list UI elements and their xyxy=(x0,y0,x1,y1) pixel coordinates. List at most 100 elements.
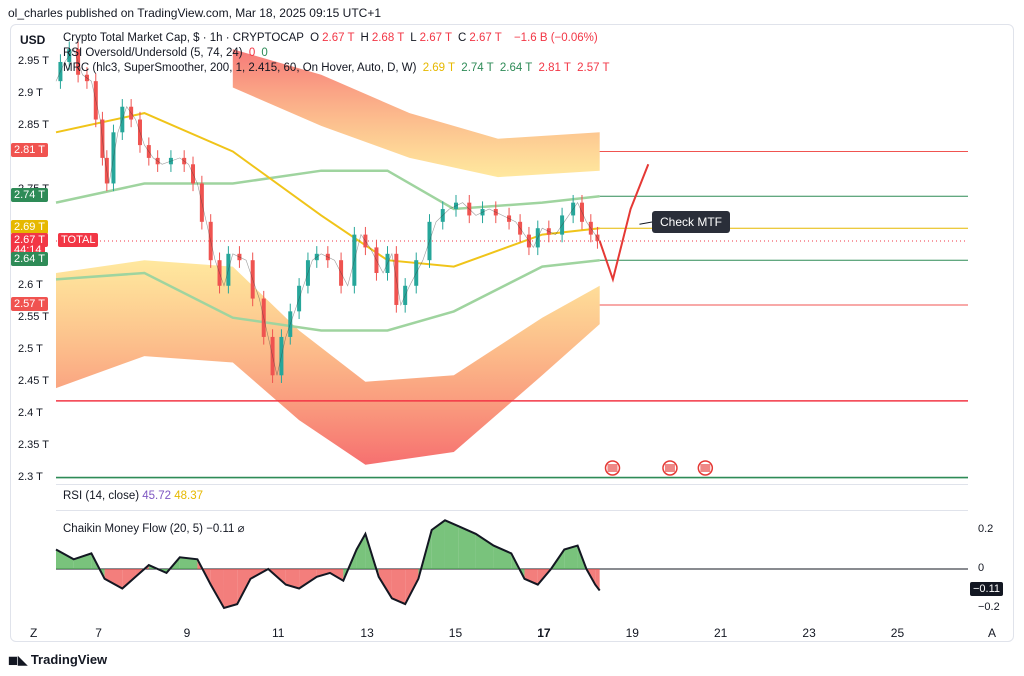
axis-zoom-button[interactable]: Z xyxy=(30,626,38,640)
flag-icon-2 xyxy=(700,464,711,472)
cmf-area xyxy=(56,549,74,569)
price-tick: 2.6 T xyxy=(18,278,43,291)
cmf-tick: −0.2 xyxy=(978,601,1000,613)
cmf-area xyxy=(405,569,419,605)
check-mtf-annotation[interactable]: Check MTF xyxy=(652,211,731,233)
price-badge-6: 2.57 T xyxy=(11,296,48,311)
cmf-line xyxy=(55,519,601,610)
cmf-area xyxy=(179,557,198,569)
cmf-area xyxy=(378,569,392,599)
mrc-inner-upper-line xyxy=(55,169,600,211)
change-value: −1.6 B (−0.06%) xyxy=(513,32,598,44)
mrc-value-mean: 2.69 T xyxy=(422,62,456,74)
ohlc-C: C 2.67 T xyxy=(458,32,502,44)
time-tick: 7 xyxy=(95,626,102,640)
price-tick: 2.3 T xyxy=(18,470,43,483)
ohlc-O: O 2.67 T xyxy=(310,32,355,44)
price-tick: 2.95 T xyxy=(18,54,49,67)
cmf-area xyxy=(237,569,251,605)
price-badge-1: 2.74 T xyxy=(11,188,48,203)
pane-divider-2[interactable] xyxy=(56,510,968,511)
mrc-upper-band xyxy=(232,49,600,178)
symbol-legend: Crypto Total Market Cap, $ · 1h · CRYPTO… xyxy=(63,32,601,44)
cmf-legend: Chaikin Money Flow (20, 5) −0.11 ⌀ xyxy=(63,521,245,535)
cmf-area xyxy=(223,569,238,608)
projection-path xyxy=(598,163,650,283)
cmf-tick: 0.2 xyxy=(978,523,994,535)
footer-brand: TradingView xyxy=(30,652,108,667)
pane-divider[interactable] xyxy=(56,484,968,485)
flag-icon-0 xyxy=(607,464,618,472)
cmf-area xyxy=(431,520,445,569)
mrc-value-r1: 2.74 T xyxy=(461,62,494,74)
mrc-lower-band xyxy=(56,260,600,465)
cmf-area xyxy=(122,569,136,589)
currency-label[interactable]: USD xyxy=(20,33,46,47)
time-tick: 9 xyxy=(183,626,191,640)
tradingview-logo[interactable]: ◼︎◣ TradingView xyxy=(8,652,107,667)
rsi-label: RSI (14, close) xyxy=(63,490,140,502)
rsi-os-value-2: 0 xyxy=(261,47,268,59)
cmf-tick: 0 xyxy=(978,562,985,574)
cmf-settings-icon[interactable]: ⌀ xyxy=(237,523,245,535)
price-tick: 2.45 T xyxy=(18,374,49,387)
price-tick: 2.55 T xyxy=(18,310,49,323)
mrc-value-s1: 2.64 T xyxy=(499,62,533,74)
time-tick: 13 xyxy=(360,626,374,640)
cmf-label: Chaikin Money Flow (20, 5) xyxy=(63,523,203,535)
mrc-legend: MRC (hlc3, SuperSmoother, 200, 1, 2.415,… xyxy=(63,62,613,74)
rsi-value-2: 48.37 xyxy=(174,490,204,502)
published-line: ol_charles published on TradingView.com,… xyxy=(8,6,382,20)
time-tick: 25 xyxy=(890,626,905,640)
price-tick: 2.35 T xyxy=(18,438,49,451)
mrc-label: MRC (hlc3, SuperSmoother, 200, 1, 2.415,… xyxy=(63,62,417,74)
cmf-area xyxy=(285,569,300,589)
time-tick: 17 xyxy=(537,626,551,640)
annotation-connector xyxy=(639,221,653,225)
price-tick: 2.9 T xyxy=(18,86,43,99)
ohlc-values: O 2.67 T H 2.68 T L 2.67 T C 2.67 T xyxy=(310,32,508,44)
cmf-area xyxy=(299,569,317,589)
ohlc-L: L 2.67 T xyxy=(410,32,453,44)
flag-icon-1 xyxy=(664,464,675,472)
chart-frame xyxy=(10,24,1014,642)
cmf-area xyxy=(356,533,366,569)
cmf-area xyxy=(210,569,224,608)
price-badge-2: 2.69 T xyxy=(11,220,48,235)
time-tick: 23 xyxy=(802,626,816,640)
cmf-area xyxy=(458,526,476,569)
cmf-value-badge: −0.11 xyxy=(970,582,1004,597)
symbol-title: Crypto Total Market Cap, $ · 1h · CRYPTO… xyxy=(63,32,304,44)
cmf-area xyxy=(493,545,512,569)
time-tick: 21 xyxy=(714,626,728,640)
price-tick: 2.85 T xyxy=(18,118,49,131)
mrc-value-s2: 2.57 T xyxy=(577,62,610,74)
rsi-legend: RSI (14, close) 45.72 48.37 xyxy=(63,490,203,502)
cmf-value: −0.11 xyxy=(206,523,235,535)
time-tick: 11 xyxy=(272,626,285,640)
rsi-os-label: RSI Oversold/Undersold (5, 74, 24) xyxy=(63,47,243,59)
mrc-inner-lower-line xyxy=(55,258,600,332)
cmf-area xyxy=(564,545,578,569)
time-tick: 15 xyxy=(448,626,463,640)
cmf-area xyxy=(444,520,459,569)
mrc-value-r2: 2.81 T xyxy=(538,62,571,74)
axis-auto-button[interactable]: A xyxy=(988,626,997,640)
rsi-value-1: 45.72 xyxy=(142,490,172,502)
price-tick: 2.4 T xyxy=(18,406,43,419)
mrc-mean-line xyxy=(55,112,600,268)
rsi-os-value-1: 0 xyxy=(248,47,256,59)
cmf-area xyxy=(524,569,538,585)
total-label: TOTAL xyxy=(58,233,99,247)
cmf-area xyxy=(73,553,92,569)
time-tick: 19 xyxy=(625,626,639,640)
cmf-area xyxy=(104,569,123,589)
rsi-os-legend: RSI Oversold/Undersold (5, 74, 24) 0 0 xyxy=(63,47,271,59)
cmf-area xyxy=(391,569,406,605)
ohlc-H: H 2.68 T xyxy=(360,32,405,44)
price-badge-5: 2.64 T xyxy=(11,252,48,267)
price-line xyxy=(55,48,600,376)
tv-logo-icon: ◼︎◣ xyxy=(8,653,28,667)
price-badge-0: 2.81 T xyxy=(11,143,48,158)
